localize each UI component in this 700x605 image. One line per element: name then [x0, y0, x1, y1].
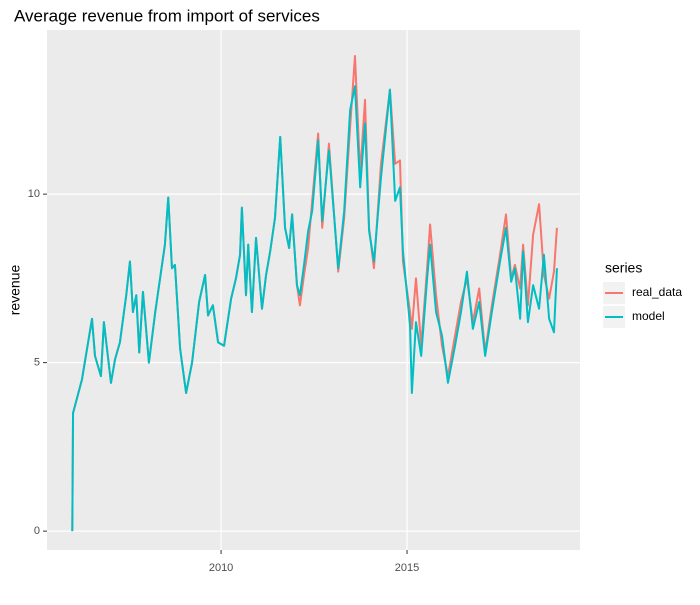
panel	[47, 30, 580, 550]
x-tick-label: 2010	[209, 562, 233, 574]
legend-label: real_data	[632, 285, 682, 299]
x-tick-label: 2015	[395, 562, 419, 574]
y-tick-label: 5	[34, 357, 40, 369]
y-tick-label: 10	[28, 188, 40, 200]
chart-title: Average revenue from import of services	[14, 6, 320, 25]
y-tick-label: 0	[34, 525, 40, 537]
y-axis-title: revenue	[7, 264, 23, 315]
legend-label: model	[632, 309, 665, 323]
legend-title: series	[605, 260, 642, 276]
series-line	[71, 85, 558, 532]
